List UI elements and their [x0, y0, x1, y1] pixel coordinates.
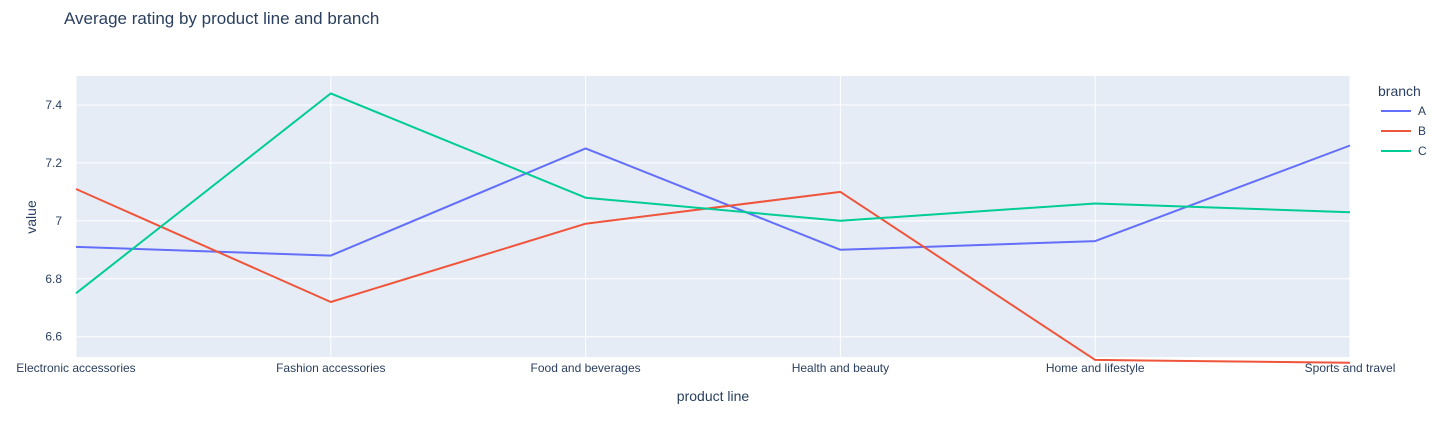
- series-line-b[interactable]: [75, 188, 1351, 364]
- x-tick-label: Sports and travel: [1305, 361, 1396, 375]
- x-gridlines: [75, 76, 1351, 357]
- legend-item-c[interactable]: C: [1381, 144, 1427, 158]
- x-tick-label: Fashion accessories: [276, 361, 385, 375]
- y-tick-label: 6.6: [45, 330, 62, 344]
- legend-label: B: [1418, 124, 1426, 138]
- legend-item-b[interactable]: B: [1381, 124, 1426, 138]
- legend-label: A: [1418, 104, 1426, 118]
- y-tick-label: 7: [55, 214, 62, 228]
- chart-title: Average rating by product line and branc…: [64, 9, 379, 28]
- y-axis-title: value: [23, 200, 39, 234]
- y-tick-label: 6.8: [45, 272, 62, 286]
- legend-item-a[interactable]: A: [1381, 104, 1426, 118]
- y-tick-labels: 6.6 6.8 7 7.2 7.4: [45, 98, 62, 344]
- y-tick-label: 7.4: [45, 98, 62, 112]
- plot-area: [76, 76, 1350, 357]
- legend-title: branch: [1378, 83, 1421, 99]
- series-line-c[interactable]: [75, 92, 1351, 295]
- series-line-a[interactable]: [75, 144, 1351, 257]
- x-tick-label: Electronic accessories: [16, 361, 135, 375]
- legend[interactable]: branch ABC: [1378, 83, 1427, 158]
- y-gridlines: [76, 104, 1350, 338]
- x-tick-label: Home and lifestyle: [1046, 361, 1145, 375]
- x-tick-label: Health and beauty: [792, 361, 889, 375]
- x-tick-label: Food and beverages: [531, 361, 641, 375]
- series-lines: [75, 92, 1351, 364]
- x-axis-title: product line: [677, 388, 750, 404]
- legend-label: C: [1418, 144, 1427, 158]
- x-tick-labels: Electronic accessories Fashion accessorie…: [16, 361, 1395, 375]
- y-tick-label: 7.2: [45, 156, 62, 170]
